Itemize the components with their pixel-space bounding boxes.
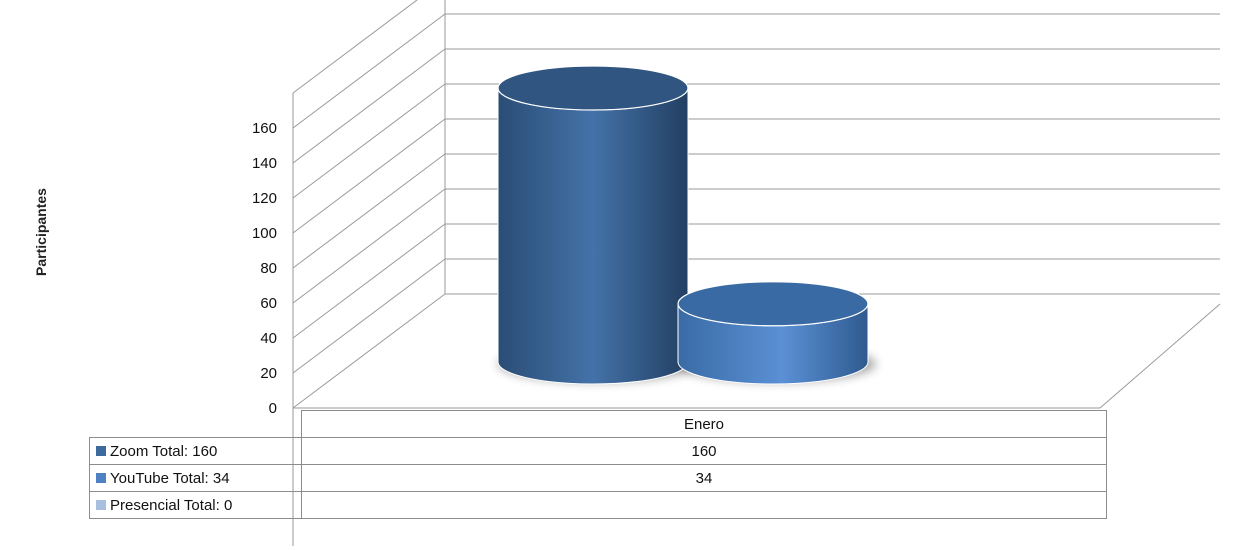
legend-label-presencial: Presencial Total: 0 xyxy=(110,496,233,514)
y-tick-label: 120 xyxy=(252,190,277,207)
gridline xyxy=(292,118,1220,234)
data-table-row-zoom: Zoom Total: 160 160 xyxy=(89,437,1107,465)
y-tick-label: 160 xyxy=(252,120,277,137)
y-tick-label: 140 xyxy=(252,155,277,172)
data-value-youtube: 34 xyxy=(301,464,1107,492)
data-table: Enero Zoom Total: 160 160 YouTube Total:… xyxy=(89,410,1107,519)
data-table-row-youtube: YouTube Total: 34 34 xyxy=(89,464,1107,492)
y-tick-label: 100 xyxy=(252,225,277,242)
wall-top-edge xyxy=(292,0,418,94)
y-tick-label: 80 xyxy=(260,260,277,277)
legend-swatch-zoom xyxy=(96,445,106,456)
data-value-presencial xyxy=(301,491,1107,519)
bar-youtube xyxy=(677,281,869,385)
y-tick-label: 20 xyxy=(260,365,277,382)
legend-label-youtube: YouTube Total: 34 xyxy=(110,469,230,487)
x-category-label: Enero xyxy=(301,410,1107,438)
y-tick-label: 0 xyxy=(269,400,277,417)
data-table-row-presencial: Presencial Total: 0 xyxy=(89,491,1107,519)
legend-label-zoom: Zoom Total: 160 xyxy=(110,442,218,460)
legend-swatch-youtube xyxy=(96,472,106,483)
gridline xyxy=(292,13,1220,129)
data-value-zoom: 160 xyxy=(301,437,1107,465)
data-table-header-row: Enero xyxy=(89,410,1107,438)
y-tick-label: 60 xyxy=(260,295,277,312)
gridline xyxy=(292,48,1220,164)
bar-zoom xyxy=(497,65,689,385)
legend-swatch-presencial xyxy=(96,499,106,510)
y-axis-label: Participantes xyxy=(33,188,49,276)
y-tick-label: 40 xyxy=(260,330,277,347)
gridline xyxy=(292,153,1220,269)
gridline xyxy=(292,83,1220,199)
